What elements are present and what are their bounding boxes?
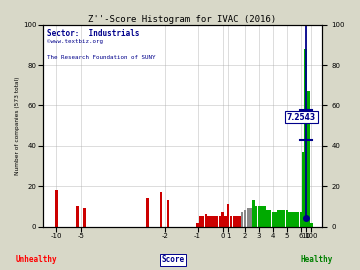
Bar [305, 49, 307, 227]
Bar [244, 210, 246, 227]
Bar [261, 206, 263, 227]
Text: ©www.textbiz.org: ©www.textbiz.org [47, 39, 103, 44]
Bar [288, 212, 291, 227]
Bar [307, 91, 310, 227]
Bar [55, 190, 58, 227]
Bar [230, 217, 232, 227]
Bar [266, 210, 269, 227]
Bar [167, 200, 170, 227]
Text: Healthy: Healthy [301, 255, 333, 264]
Text: Sector:  Industrials: Sector: Industrials [47, 29, 139, 38]
Text: 7.2543: 7.2543 [287, 113, 316, 122]
Bar [263, 206, 266, 227]
Bar [249, 208, 252, 227]
Bar [196, 222, 199, 227]
Bar [146, 198, 149, 227]
Bar [160, 192, 162, 227]
Text: Unhealthy: Unhealthy [15, 255, 57, 264]
Y-axis label: Number of companies (573 total): Number of companies (573 total) [15, 76, 20, 175]
Bar [204, 214, 207, 227]
Bar [224, 217, 227, 227]
Bar [216, 217, 218, 227]
Bar [207, 217, 210, 227]
Bar [283, 210, 285, 227]
Text: Score: Score [161, 255, 184, 264]
Bar [221, 212, 224, 227]
Bar [302, 152, 304, 227]
Bar [300, 212, 302, 227]
Bar [272, 212, 274, 227]
Bar [310, 222, 312, 227]
Bar [202, 217, 204, 227]
Bar [291, 212, 294, 227]
Bar [280, 210, 283, 227]
Bar [294, 212, 297, 227]
Bar [227, 204, 229, 227]
Bar [235, 217, 238, 227]
Bar [247, 208, 249, 227]
Bar [219, 217, 221, 227]
Bar [199, 217, 202, 227]
Bar [213, 217, 216, 227]
Text: The Research Foundation of SUNY: The Research Foundation of SUNY [47, 55, 155, 60]
Bar [285, 210, 288, 227]
Bar [76, 206, 79, 227]
Bar [297, 212, 299, 227]
Bar [277, 210, 280, 227]
Bar [233, 217, 235, 227]
Title: Z''-Score Histogram for IVAC (2016): Z''-Score Histogram for IVAC (2016) [88, 15, 276, 24]
Bar [274, 212, 277, 227]
Bar [252, 200, 255, 227]
Bar [238, 217, 240, 227]
Bar [241, 212, 243, 227]
Bar [255, 206, 257, 227]
Bar [83, 208, 86, 227]
Bar [258, 206, 260, 227]
Bar [269, 210, 271, 227]
Bar [210, 217, 213, 227]
